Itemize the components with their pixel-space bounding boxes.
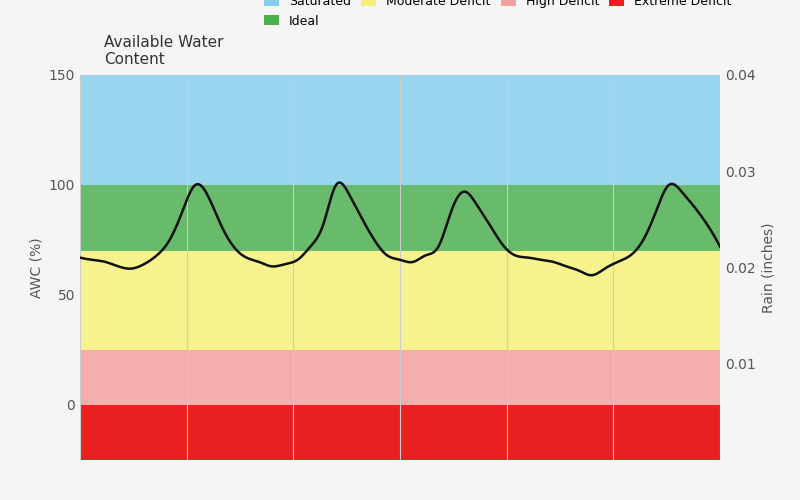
- Bar: [80, 75, 720, 185]
- Y-axis label: Rain (inches): Rain (inches): [761, 222, 775, 313]
- Legend: Saturated, Ideal, Moderate Deficit, High Deficit, Extreme Deficit: Saturated, Ideal, Moderate Deficit, High…: [259, 0, 737, 32]
- Y-axis label: AWC (%): AWC (%): [30, 237, 43, 298]
- Bar: [80, 405, 720, 460]
- Bar: [80, 350, 720, 405]
- Bar: [80, 251, 720, 350]
- Text: Available Water
Content: Available Water Content: [104, 35, 223, 68]
- Bar: [80, 185, 720, 251]
